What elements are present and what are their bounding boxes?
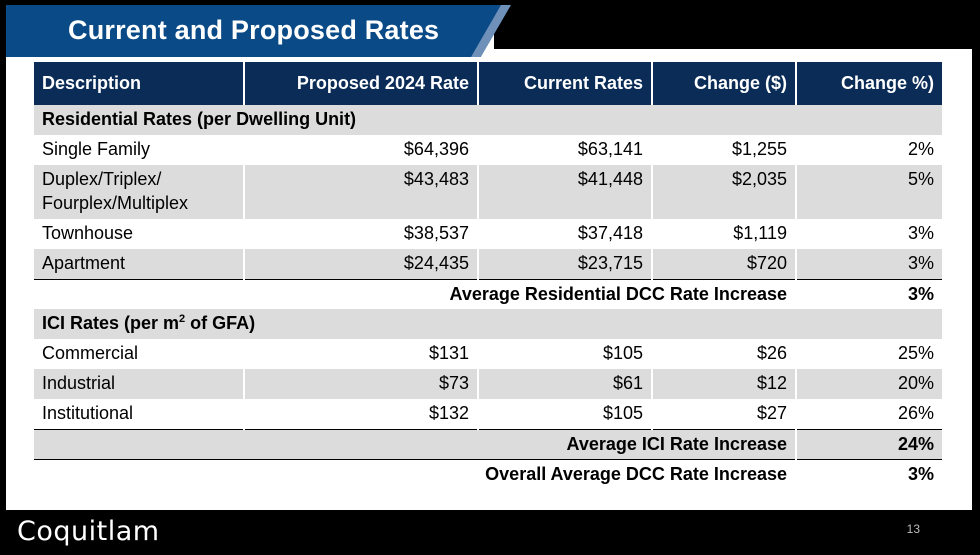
table-row: Duplex/Triplex/Fourplex/Multiplex $43,48…	[34, 165, 942, 219]
table-row: Single Family $64,396 $63,141 $1,255 2%	[34, 135, 942, 165]
row-description-line2: Fourplex/Multiplex	[42, 193, 189, 213]
header-change-dollar: Change ($)	[652, 62, 797, 105]
row-change-dollar: $12	[652, 369, 797, 399]
overall-summary-row: Overall Average DCC Rate Increase 3%	[34, 458, 942, 489]
residential-section-row: Residential Rates (per Dwelling Unit)	[34, 105, 942, 135]
ici-section-label: ICI Rates (per m2 of GFA)	[34, 309, 942, 339]
row-description: Single Family	[34, 135, 245, 165]
row-change-dollar: $2,035	[652, 165, 797, 219]
row-description: Townhouse	[34, 219, 245, 249]
row-change-dollar: $720	[652, 249, 797, 279]
ici-summary-row: Average ICI Rate Increase 24%	[34, 428, 942, 459]
row-change-percent: 20%	[796, 369, 942, 399]
table-row: Industrial $73 $61 $12 20%	[34, 369, 942, 399]
rates-table: Description Proposed 2024 Rate Current R…	[34, 62, 942, 489]
residential-section-label: Residential Rates (per Dwelling Unit)	[34, 105, 942, 135]
slide-title: Current and Proposed Rates	[68, 15, 440, 45]
residential-summary-row: Average Residential DCC Rate Increase 3%	[34, 278, 942, 309]
header-description: Description	[34, 62, 245, 105]
row-change-dollar: $1,255	[652, 135, 797, 165]
row-proposed: $73	[244, 369, 479, 399]
ici-section-prefix: ICI Rates (per m	[42, 313, 180, 333]
row-change-percent: 26%	[897, 403, 934, 423]
row-change-percent: 3%	[907, 223, 934, 243]
table-row: Apartment $24,435 $23,715 $720 3%	[34, 249, 942, 279]
row-proposed: $38,537	[244, 219, 479, 249]
row-description: Apartment	[34, 249, 245, 279]
row-current: $23,715	[478, 249, 653, 279]
row-current: $37,418	[478, 219, 653, 249]
row-current: $105	[478, 339, 653, 369]
row-change-percent: 3%	[796, 249, 942, 279]
row-description: Commercial	[34, 339, 245, 369]
row-proposed: $43,483	[244, 165, 479, 219]
ici-summary-label: Average ICI Rate Increase	[34, 428, 797, 459]
overall-summary-value: 3%	[796, 458, 942, 489]
row-proposed: $131	[244, 339, 479, 369]
row-current: $105	[478, 399, 653, 429]
overall-summary-label: Overall Average DCC Rate Increase	[34, 458, 797, 489]
row-change-percent: 2%	[907, 139, 934, 159]
row-description: Institutional	[34, 399, 245, 429]
row-proposed: $64,396	[244, 135, 479, 165]
row-description: Duplex/Triplex/Fourplex/Multiplex	[34, 165, 245, 219]
ici-summary-value: 24%	[796, 428, 942, 459]
title-banner	[6, 5, 511, 57]
table-row: Townhouse $38,537 $37,418 $1,119 3%	[34, 219, 942, 249]
title-bar-extension	[494, 5, 972, 49]
row-change-dollar: $1,119	[652, 219, 797, 249]
coquitlam-logo: Coquitlam	[17, 516, 160, 547]
row-description-line1: Duplex/Triplex/	[42, 169, 162, 189]
header-proposed-rate: Proposed 2024 Rate	[244, 62, 479, 105]
ici-section-row: ICI Rates (per m2 of GFA)	[34, 309, 942, 339]
row-current: $63,141	[478, 135, 653, 165]
row-change-dollar: $26	[652, 339, 797, 369]
header-current-rates: Current Rates	[478, 62, 653, 105]
table-row: Commercial $131 $105 $26 25%	[34, 339, 942, 369]
page-number: 13	[906, 522, 920, 536]
footer-bar: Coquitlam 13	[0, 510, 980, 555]
row-change-dollar: $27	[652, 399, 797, 429]
table-header-row: Description Proposed 2024 Rate Current R…	[34, 62, 942, 105]
ici-section-superscript: 2	[179, 313, 186, 325]
row-current: $61	[478, 369, 653, 399]
residential-summary-value: 3%	[796, 278, 942, 309]
row-proposed: $132	[244, 399, 479, 429]
row-change-percent: 5%	[796, 165, 942, 219]
row-description: Industrial	[34, 369, 245, 399]
row-change-percent: 25%	[897, 343, 934, 363]
residential-summary-label: Average Residential DCC Rate Increase	[34, 278, 797, 309]
table-row: Institutional $132 $105 $27 26%	[34, 399, 942, 429]
row-proposed: $24,435	[244, 249, 479, 279]
header-change-percent: Change %)	[796, 62, 942, 105]
row-current: $41,448	[478, 165, 653, 219]
ici-section-suffix: of GFA)	[185, 313, 256, 333]
